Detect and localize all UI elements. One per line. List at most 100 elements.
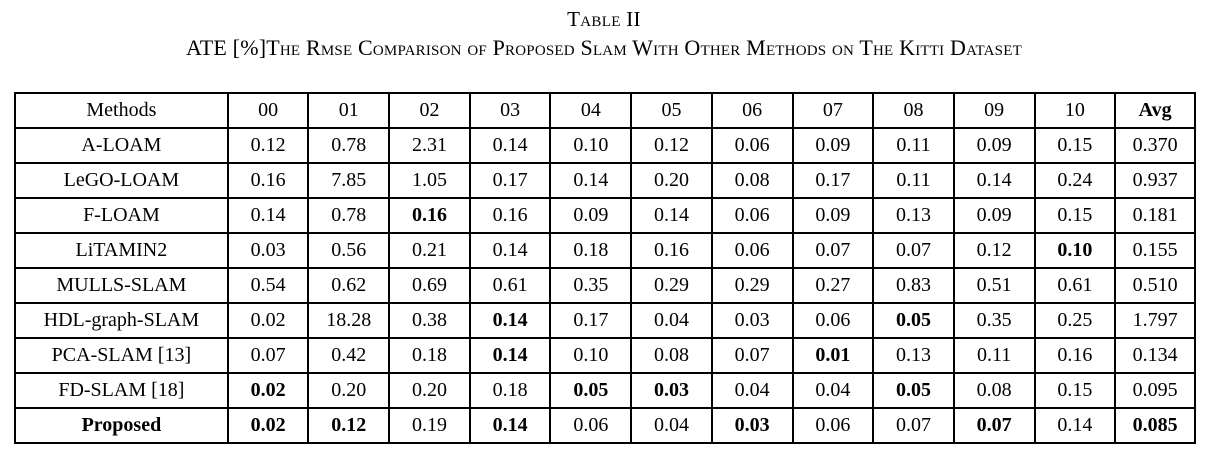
column-header-04: 04	[549, 92, 633, 129]
value-cell: 0.61	[468, 267, 552, 304]
value-cell: 0.18	[388, 337, 471, 374]
value-cell: 0.17	[468, 162, 552, 199]
value-cell: 1.797	[1114, 302, 1196, 339]
value-cell: 0.56	[307, 232, 391, 269]
column-header-07: 07	[791, 92, 875, 129]
value-cell: 0.11	[872, 127, 955, 164]
method-cell: LiTAMIN2	[14, 232, 229, 269]
value-cell: 0.07	[791, 232, 875, 269]
column-header-methods: Methods	[14, 92, 229, 129]
value-cell: 0.07	[872, 232, 955, 269]
column-header-06: 06	[710, 92, 794, 129]
value-cell: 0.12	[630, 127, 713, 164]
method-cell: PCA-SLAM [13]	[14, 337, 229, 374]
value-cell: 0.155	[1114, 232, 1196, 269]
value-cell: 0.14	[468, 407, 552, 444]
value-cell: 0.03	[710, 407, 794, 444]
value-cell: 0.09	[952, 197, 1036, 234]
value-cell: 0.14	[468, 302, 552, 339]
value-cell: 0.10	[549, 127, 633, 164]
value-cell: 0.06	[791, 302, 875, 339]
value-cell: 0.510	[1114, 267, 1196, 304]
value-cell: 0.14	[1033, 407, 1117, 444]
value-cell: 0.15	[1033, 127, 1117, 164]
value-cell: 0.08	[630, 337, 713, 374]
value-cell: 0.937	[1114, 162, 1196, 199]
table-row: PCA-SLAM [13] 0.07 0.42 0.18 0.14 0.10 0.08 0.0…	[14, 337, 1196, 374]
value-cell: 0.14	[952, 162, 1036, 199]
table-heading: Table II ATE [%]The Rmse Comparison of P…	[0, 0, 1208, 61]
value-cell: 0.16	[226, 162, 310, 199]
table-row: FD-SLAM [18] 0.02 0.20 0.20 0.18 0.05 0.03 0.04…	[14, 372, 1196, 409]
value-cell: 0.06	[710, 232, 794, 269]
method-cell: MULLS-SLAM	[14, 267, 229, 304]
value-cell: 0.18	[468, 372, 552, 409]
table-title: Table II	[567, 7, 641, 31]
value-cell: 0.10	[549, 337, 633, 374]
value-cell: 0.14	[468, 127, 552, 164]
header-row: Methods 00 01 02 03 04 05 06 07 08 09 10 Avg	[14, 92, 1196, 129]
value-cell: 0.07	[872, 407, 955, 444]
table-caption: ATE [%]The Rmse Comparison of Proposed S…	[186, 35, 1022, 60]
method-cell: LeGO-LOAM	[14, 162, 229, 199]
value-cell: 0.17	[791, 162, 875, 199]
table-row: LiTAMIN2 0.03 0.56 0.21 0.14 0.18 0.16 0.06 0.07…	[14, 232, 1196, 269]
value-cell: 0.09	[791, 127, 875, 164]
column-header-10: 10	[1033, 92, 1117, 129]
value-cell: 0.15	[1033, 197, 1117, 234]
value-cell: 0.06	[549, 407, 633, 444]
value-cell: 7.85	[307, 162, 391, 199]
value-cell: 0.09	[952, 127, 1036, 164]
value-cell: 0.14	[549, 162, 633, 199]
value-cell: 0.181	[1114, 197, 1196, 234]
value-cell: 0.19	[388, 407, 471, 444]
method-cell: F-LOAM	[14, 197, 229, 234]
value-cell: 0.20	[307, 372, 391, 409]
value-cell: 0.69	[388, 267, 471, 304]
value-cell: 0.54	[226, 267, 310, 304]
table-row: A-LOAM 0.12 0.78 2.31 0.14 0.10 0.12 0.06 0.09 0.…	[14, 127, 1196, 164]
value-cell: 0.24	[1033, 162, 1117, 199]
value-cell: 0.78	[307, 197, 391, 234]
column-header-01: 01	[307, 92, 391, 129]
value-cell: 0.16	[630, 232, 713, 269]
column-header-03: 03	[468, 92, 552, 129]
value-cell: 0.12	[952, 232, 1036, 269]
value-cell: 0.14	[468, 232, 552, 269]
value-cell: 0.29	[710, 267, 794, 304]
value-cell: 0.03	[226, 232, 310, 269]
value-cell: 0.370	[1114, 127, 1196, 164]
table-row: F-LOAM 0.14 0.78 0.16 0.16 0.09 0.14 0.06 0.09 0.…	[14, 197, 1196, 234]
value-cell: 0.07	[952, 407, 1036, 444]
value-cell: 0.51	[952, 267, 1036, 304]
table-row: LeGO-LOAM 0.16 7.85 1.05 0.17 0.14 0.20 0.08 0.1…	[14, 162, 1196, 199]
value-cell: 0.134	[1114, 337, 1196, 374]
method-cell: HDL-graph-SLAM	[14, 302, 229, 339]
value-cell: 0.14	[630, 197, 713, 234]
value-cell: 0.20	[388, 372, 471, 409]
value-cell: 0.25	[1033, 302, 1117, 339]
value-cell: 0.17	[549, 302, 633, 339]
value-cell: 0.13	[872, 197, 955, 234]
value-cell: 0.12	[307, 407, 391, 444]
value-cell: 0.13	[872, 337, 955, 374]
column-header-09: 09	[952, 92, 1036, 129]
results-table: Methods 00 01 02 03 04 05 06 07 08 09 10 Avg A-LOAM 0…	[14, 92, 1196, 444]
value-cell: 0.18	[549, 232, 633, 269]
value-cell: 0.06	[710, 197, 794, 234]
value-cell: 0.35	[549, 267, 633, 304]
table-header: Methods 00 01 02 03 04 05 06 07 08 09 10 Avg	[14, 92, 1196, 129]
value-cell: 0.02	[226, 302, 310, 339]
value-cell: 0.15	[1033, 372, 1117, 409]
table-row: MULLS-SLAM 0.54 0.62 0.69 0.61 0.35 0.29 0.29 0.…	[14, 267, 1196, 304]
value-cell: 0.02	[226, 407, 310, 444]
method-cell: A-LOAM	[14, 127, 229, 164]
value-cell: 0.20	[630, 162, 713, 199]
column-header-avg: Avg	[1114, 92, 1196, 129]
value-cell: 2.31	[388, 127, 471, 164]
value-cell: 0.16	[468, 197, 552, 234]
value-cell: 0.05	[872, 372, 955, 409]
column-header-02: 02	[388, 92, 471, 129]
value-cell: 0.03	[710, 302, 794, 339]
